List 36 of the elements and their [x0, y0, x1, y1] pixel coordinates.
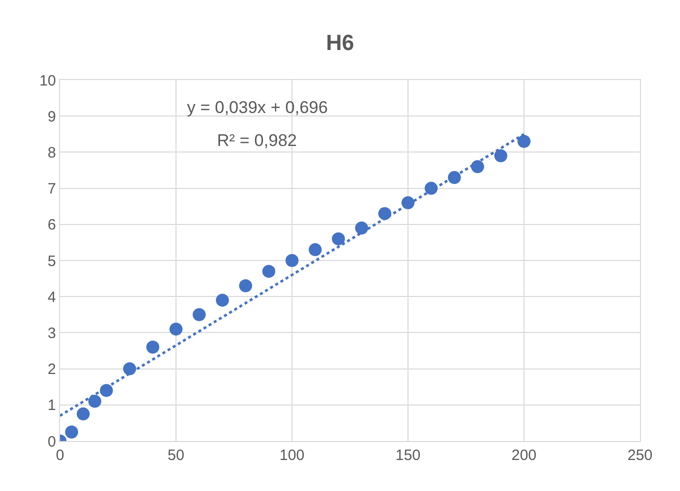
point — [355, 222, 368, 235]
point — [518, 134, 530, 148]
point — [146, 340, 160, 354]
y-tick-label: 7 — [48, 180, 56, 198]
y-tick-label: 0 — [48, 433, 56, 450]
y-tick-label: 6 — [48, 216, 56, 234]
y-tick-label: 10 — [39, 72, 56, 90]
point — [65, 425, 78, 438]
y-tick-label: 9 — [48, 108, 56, 126]
point — [239, 279, 252, 292]
point — [332, 232, 345, 246]
point — [216, 294, 229, 307]
point — [76, 407, 90, 420]
y-tick-label: 3 — [48, 324, 56, 342]
annotation: R² = 0,982 — [217, 131, 297, 150]
y-tick-label: 2 — [48, 361, 56, 378]
x-tick-label: 250 — [627, 447, 653, 464]
x-tick-label: 50 — [168, 447, 184, 464]
y-tick-label: 1 — [48, 397, 56, 414]
point — [308, 243, 322, 256]
point — [494, 149, 508, 162]
x-tick-label: 150 — [395, 447, 421, 464]
chart-title: H6 — [326, 30, 354, 55]
point — [192, 308, 206, 322]
x-tick-label: 200 — [511, 447, 537, 464]
y-tick-label: 4 — [48, 288, 56, 306]
x-tick-label: 100 — [279, 447, 305, 464]
point — [88, 394, 102, 408]
y-tick-label: 8 — [48, 144, 56, 162]
point — [471, 160, 484, 174]
point — [170, 322, 182, 336]
y-tick-label: 5 — [48, 252, 56, 270]
point — [262, 264, 276, 278]
point — [123, 362, 136, 376]
point — [286, 254, 298, 267]
annotation: y = 0,039x + 0,696 — [187, 98, 328, 117]
